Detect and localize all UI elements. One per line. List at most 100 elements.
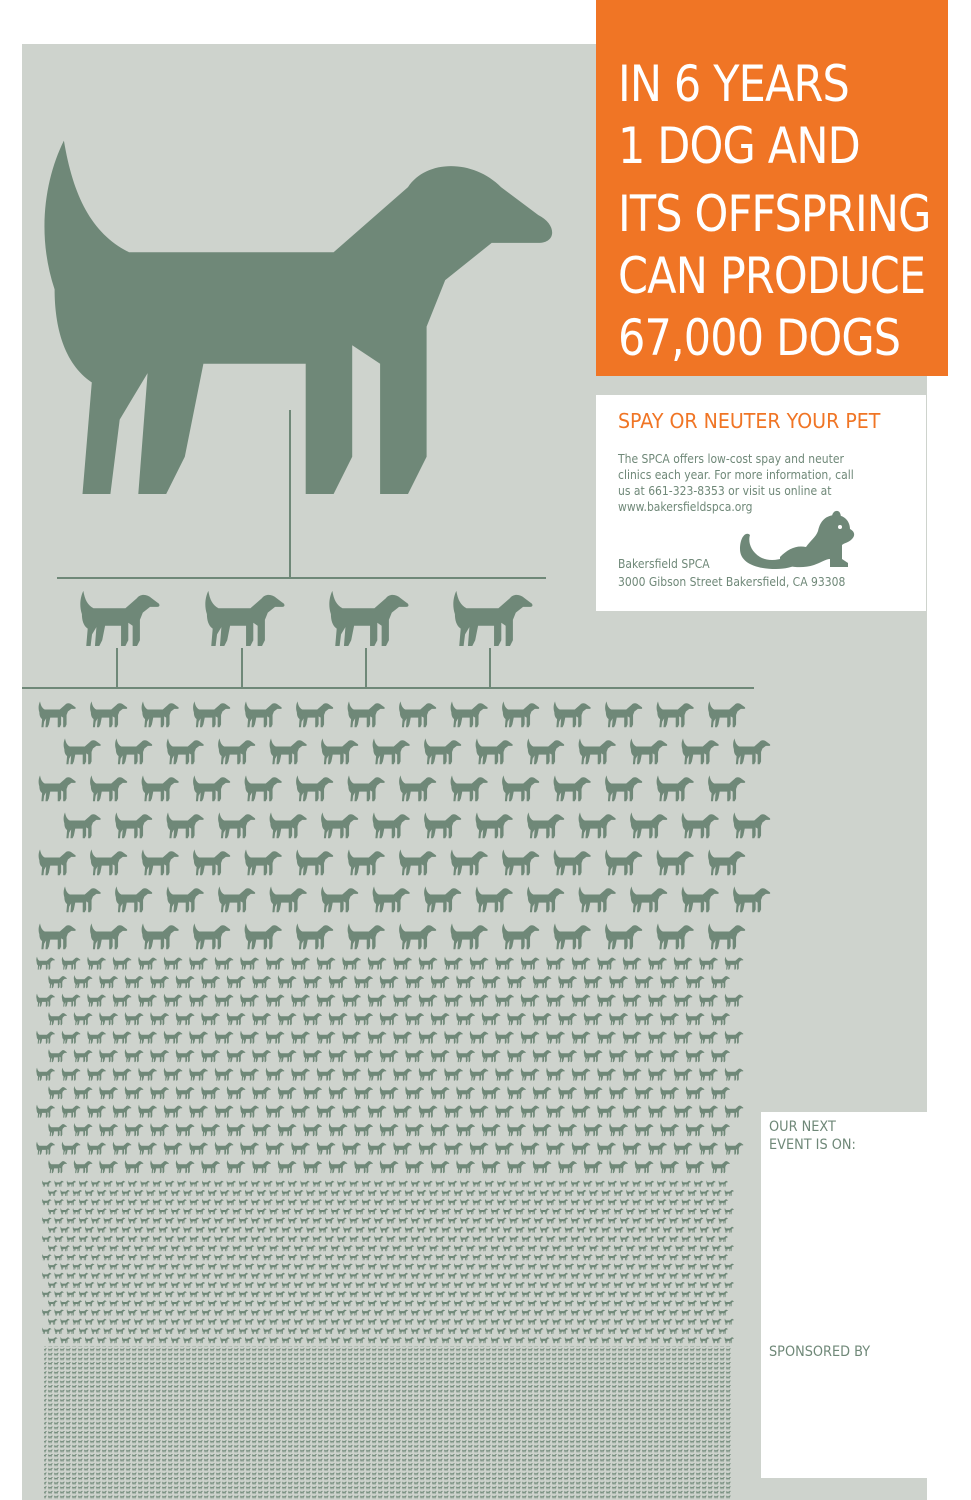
dog-icon bbox=[435, 1180, 446, 1187]
dog-icon bbox=[232, 1281, 242, 1288]
dog-icon bbox=[288, 1309, 298, 1316]
dog-icon bbox=[515, 1244, 525, 1252]
headline-panel: IN 6 YEARS 1 DOG AND ITS OFFSPRING CAN P… bbox=[596, 0, 948, 376]
dog-icon bbox=[165, 1235, 175, 1242]
dog-icon bbox=[72, 1207, 83, 1215]
dog-icon bbox=[418, 993, 438, 1007]
dog-icon bbox=[411, 1309, 421, 1316]
dog-icon bbox=[605, 701, 643, 728]
dog-icon bbox=[534, 1272, 544, 1279]
dog-icon bbox=[183, 1189, 193, 1196]
org-address: 3000 Gibson Street Bakersfield, CA 93308 bbox=[618, 575, 846, 589]
dog-icon bbox=[342, 993, 361, 1007]
dog-icon bbox=[650, 1226, 661, 1233]
dog-icon bbox=[601, 1281, 611, 1288]
dog-icon bbox=[214, 1030, 234, 1044]
dog-icon bbox=[124, 1012, 144, 1026]
dog-icon bbox=[392, 1318, 402, 1325]
dog-icon bbox=[694, 1253, 704, 1261]
dog-icon bbox=[121, 1207, 132, 1215]
dog-icon bbox=[141, 849, 179, 876]
dog-icon bbox=[706, 1327, 716, 1334]
dog-icon bbox=[124, 975, 144, 989]
dog-icon bbox=[183, 1318, 193, 1325]
dog-icon bbox=[331, 1281, 341, 1288]
dog-icon bbox=[675, 1207, 685, 1215]
dog-icon bbox=[469, 1067, 489, 1081]
dog-icon bbox=[386, 1290, 396, 1298]
dog-icon bbox=[165, 1327, 175, 1334]
dog-icon bbox=[171, 1244, 181, 1252]
dog-icon bbox=[694, 1180, 704, 1187]
dog-icon bbox=[380, 1263, 390, 1270]
dog-icon bbox=[546, 1235, 556, 1242]
dog-icon bbox=[354, 1123, 373, 1137]
dog-icon bbox=[685, 1049, 705, 1063]
dog-icon bbox=[48, 1207, 58, 1215]
dog-icon bbox=[265, 1141, 285, 1155]
dog-icon bbox=[571, 1327, 581, 1334]
dog-icon bbox=[552, 1299, 562, 1307]
dog-icon bbox=[675, 1336, 685, 1344]
dog-icon bbox=[578, 738, 616, 765]
dog-icon bbox=[475, 738, 513, 765]
dog-icon bbox=[201, 1086, 220, 1100]
dog-icon bbox=[527, 1226, 538, 1233]
dog-icon bbox=[318, 1336, 329, 1344]
dog-icon bbox=[532, 1049, 552, 1063]
dog-icon bbox=[220, 1244, 230, 1252]
dog-icon bbox=[546, 1217, 556, 1224]
dog-icon bbox=[648, 1030, 667, 1044]
dog-icon bbox=[66, 1290, 77, 1298]
dog-icon bbox=[275, 1180, 286, 1187]
dog-icon bbox=[712, 1244, 722, 1252]
dog-icon bbox=[626, 1226, 636, 1233]
dog-icon bbox=[552, 1189, 562, 1196]
dog-icon bbox=[423, 1180, 433, 1187]
dog-icon bbox=[558, 975, 577, 989]
dog-icon bbox=[435, 1272, 446, 1279]
dog-icon bbox=[527, 738, 565, 765]
dog-icon bbox=[700, 1299, 710, 1307]
dog-icon bbox=[128, 1272, 138, 1279]
dog-icon bbox=[466, 1244, 476, 1252]
dog-icon bbox=[171, 1336, 181, 1344]
dog-icon bbox=[571, 1198, 581, 1206]
dog-icon bbox=[448, 1327, 458, 1334]
dog-icon bbox=[193, 775, 231, 802]
dog-icon bbox=[220, 1207, 230, 1215]
dog-icon bbox=[218, 738, 256, 765]
dog-icon bbox=[700, 1244, 710, 1252]
dog-icon bbox=[252, 1123, 271, 1137]
dog-icon bbox=[675, 1263, 685, 1270]
headline-line-2: 1 DOG AND bbox=[618, 117, 861, 175]
dog-icon bbox=[712, 1189, 722, 1196]
dog-icon bbox=[718, 1198, 728, 1206]
dog-icon bbox=[724, 1299, 734, 1307]
dog-icon bbox=[495, 1030, 514, 1044]
dog-icon bbox=[657, 1309, 667, 1316]
dog-icon bbox=[546, 1180, 556, 1187]
dog-icon bbox=[472, 1253, 482, 1261]
dog-icon bbox=[354, 1086, 373, 1100]
dog-icon bbox=[263, 1253, 273, 1261]
dog-icon bbox=[583, 1253, 593, 1261]
dog-icon bbox=[595, 1272, 605, 1279]
dog-icon bbox=[685, 975, 705, 989]
dog-icon bbox=[166, 738, 204, 765]
dog-icon bbox=[424, 812, 462, 839]
dog-icon bbox=[214, 1217, 224, 1224]
dog-icon bbox=[380, 1336, 390, 1344]
dog-icon bbox=[72, 1336, 83, 1344]
dog-icon bbox=[121, 1281, 132, 1288]
dog-icon bbox=[91, 1309, 101, 1316]
dog-icon bbox=[328, 1086, 348, 1100]
dog-icon bbox=[490, 1226, 501, 1233]
dog-icon bbox=[577, 1207, 587, 1215]
dog-icon bbox=[509, 1290, 519, 1298]
dog-icon bbox=[404, 1226, 415, 1233]
dog-icon bbox=[583, 1198, 593, 1206]
dog-icon bbox=[269, 1318, 279, 1325]
dog-icon bbox=[497, 1180, 507, 1187]
dog-icon bbox=[669, 1253, 679, 1261]
